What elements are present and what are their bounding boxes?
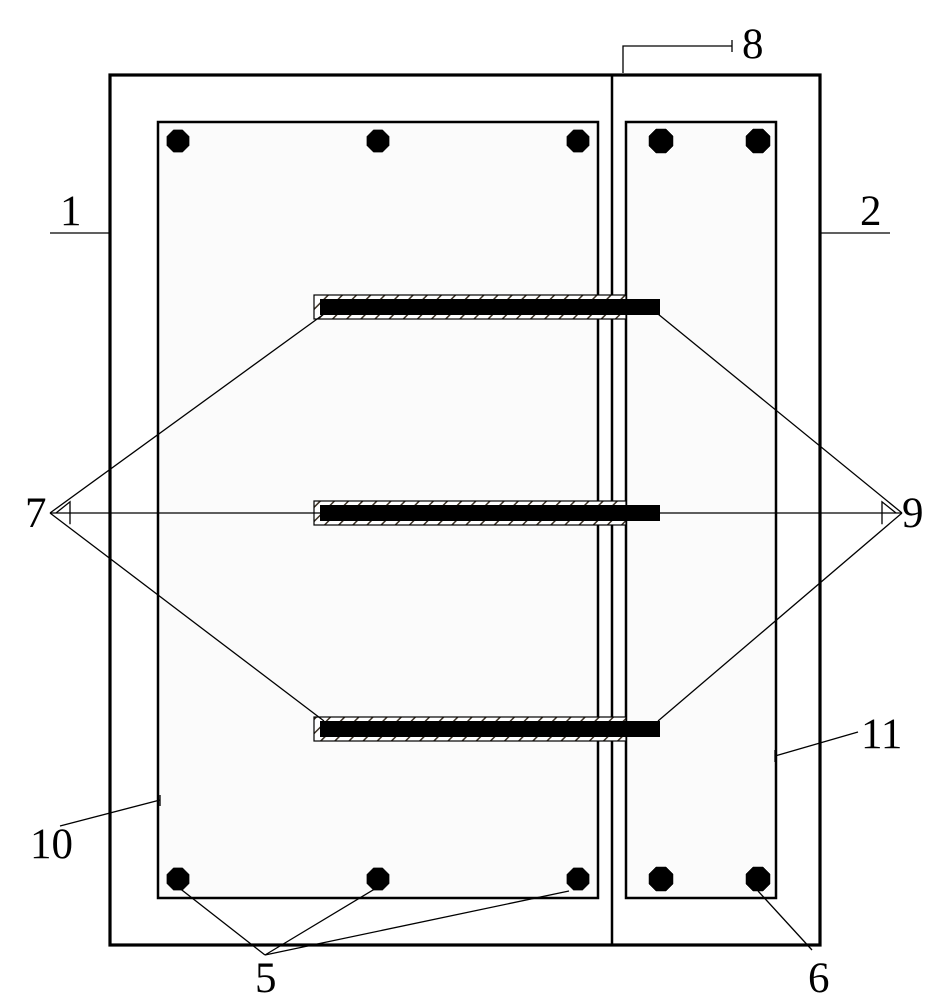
rod-2 xyxy=(320,505,660,521)
rebar-dot-left xyxy=(567,868,589,890)
rebar-dot-left xyxy=(367,868,389,890)
rod-1 xyxy=(320,299,660,315)
label-2: 2 xyxy=(860,188,882,235)
label-7: 7 xyxy=(25,490,47,537)
rebar-dot-right xyxy=(746,867,770,891)
rebar-dot-right xyxy=(649,129,673,153)
diagram-canvas: 8 1 2 7 9 10 11 5 6 xyxy=(0,0,930,1000)
leader-l8 xyxy=(623,46,732,73)
label-6: 6 xyxy=(808,955,830,1000)
label-11: 11 xyxy=(861,711,902,758)
label-10: 10 xyxy=(30,821,73,868)
rebar-dot-left xyxy=(567,130,589,152)
rebar-dot-right xyxy=(649,867,673,891)
label-5: 5 xyxy=(255,955,277,1000)
rebar-dot-left xyxy=(367,130,389,152)
rebar-dot-left xyxy=(167,868,189,890)
rod-3 xyxy=(320,721,660,737)
label-1: 1 xyxy=(60,188,82,235)
rebar-dot-left xyxy=(167,130,189,152)
rebar-dot-right xyxy=(746,129,770,153)
label-8: 8 xyxy=(742,21,764,68)
label-9: 9 xyxy=(902,490,924,537)
